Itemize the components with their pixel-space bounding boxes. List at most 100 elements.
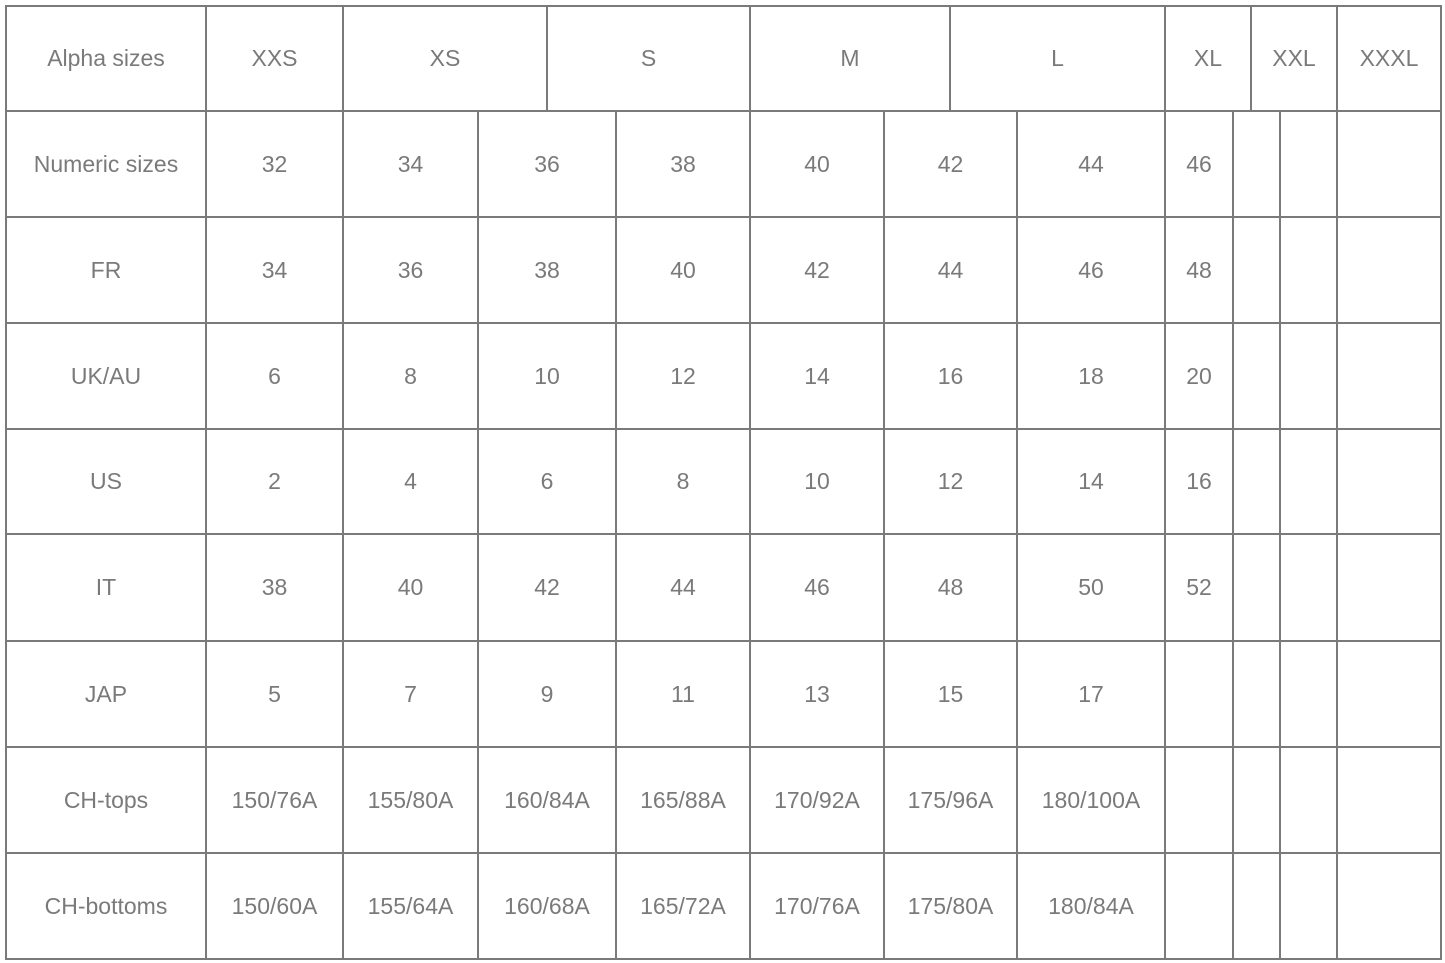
size-value-cell: [1164, 746, 1234, 854]
size-value-cell: 6: [477, 428, 617, 535]
size-value-cell: 155/80A: [342, 746, 479, 854]
size-value-cell: 12: [615, 322, 751, 430]
cell-text: XXL: [1272, 45, 1316, 71]
cell-text: 7: [404, 680, 417, 707]
size-value-cell: [1279, 428, 1338, 535]
cell-text: IT: [95, 574, 117, 600]
size-value-cell: 10: [749, 428, 885, 535]
cell-text: 5: [268, 680, 281, 707]
size-value-cell: 17: [1016, 640, 1166, 748]
size-value-cell: [1279, 322, 1338, 430]
size-value-cell: [1279, 533, 1338, 642]
size-value-cell: [1232, 216, 1281, 324]
cell-text: XS: [429, 45, 461, 71]
cell-text: 12: [670, 362, 696, 389]
size-value-cell: 34: [205, 216, 344, 324]
cell-text: FR: [90, 256, 122, 283]
size-value-cell: 48: [883, 533, 1018, 642]
cell-text: L: [1051, 45, 1064, 71]
size-value-cell: 44: [1016, 110, 1166, 218]
cell-text: XXS: [251, 45, 298, 71]
cell-text: 42: [804, 256, 830, 283]
size-value-cell: 20: [1164, 322, 1234, 430]
size-value-cell: 6: [205, 322, 344, 430]
cell-text: 42: [534, 574, 560, 600]
size-value-cell: 14: [1016, 428, 1166, 535]
cell-text: 46: [1078, 256, 1104, 283]
size-value-cell: 13: [749, 640, 885, 748]
size-value-cell: 5: [205, 640, 344, 748]
header-size-cell: XL: [1164, 5, 1252, 112]
cell-text: Alpha sizes: [47, 45, 165, 71]
cell-text: M: [840, 45, 860, 71]
cell-text: 44: [670, 574, 696, 600]
size-value-cell: 36: [477, 110, 617, 218]
cell-text: 16: [1186, 468, 1212, 494]
cell-text: 8: [676, 468, 690, 494]
size-value-cell: 9: [477, 640, 617, 748]
size-value-cell: [1164, 852, 1234, 960]
size-value-cell: 16: [1164, 428, 1234, 535]
size-value-cell: 40: [342, 533, 479, 642]
cell-text: 32: [261, 150, 288, 177]
cell-text: CH-bottoms: [44, 892, 168, 919]
size-value-cell: 15: [883, 640, 1018, 748]
header-size-cell: XXXL: [1336, 5, 1442, 112]
cell-text: 165/72A: [640, 892, 726, 919]
cell-text: 175/80A: [907, 892, 994, 919]
size-value-cell: [1336, 110, 1442, 218]
size-value-cell: 32: [205, 110, 344, 218]
cell-text: 13: [804, 680, 830, 707]
cell-text: 170/92A: [774, 786, 860, 813]
cell-text: 42: [937, 150, 964, 177]
cell-text: 40: [397, 574, 424, 600]
cell-text: 38: [534, 256, 560, 283]
cell-text: 165/88A: [640, 786, 726, 813]
header-size-cell: XS: [342, 5, 548, 112]
cell-text: 20: [1186, 362, 1212, 389]
header-size-cell: XXS: [205, 5, 344, 112]
size-value-cell: 42: [749, 216, 885, 324]
header-size-cell: L: [949, 5, 1166, 112]
cell-text: 38: [261, 574, 288, 600]
size-value-cell: 165/88A: [615, 746, 751, 854]
cell-text: 14: [1078, 468, 1104, 494]
size-value-cell: 38: [205, 533, 344, 642]
cell-text: 4: [404, 468, 417, 494]
cell-text: 34: [397, 150, 424, 177]
size-value-cell: 165/72A: [615, 852, 751, 960]
size-value-cell: 8: [342, 322, 479, 430]
cell-text: XXXL: [1359, 45, 1419, 71]
cell-text: 6: [540, 468, 554, 494]
cell-text: 155/64A: [367, 892, 454, 919]
size-value-cell: 155/64A: [342, 852, 479, 960]
size-value-cell: [1232, 322, 1281, 430]
size-value-cell: [1336, 533, 1442, 642]
cell-text: 40: [804, 150, 830, 177]
size-value-cell: 40: [615, 216, 751, 324]
size-value-cell: 38: [615, 110, 751, 218]
size-value-cell: 180/84A: [1016, 852, 1166, 960]
size-value-cell: 170/92A: [749, 746, 885, 854]
size-value-cell: [1336, 428, 1442, 535]
size-value-cell: [1336, 746, 1442, 854]
size-value-cell: 150/76A: [205, 746, 344, 854]
cell-text: 8: [404, 362, 417, 389]
size-value-cell: 18: [1016, 322, 1166, 430]
size-value-cell: 46: [1164, 110, 1234, 218]
size-value-cell: [1279, 852, 1338, 960]
size-value-cell: [1336, 216, 1442, 324]
cell-text: 170/76A: [774, 892, 860, 919]
cell-text: 34: [261, 256, 288, 283]
size-value-cell: 40: [749, 110, 885, 218]
size-value-cell: 50: [1016, 533, 1166, 642]
size-value-cell: 48: [1164, 216, 1234, 324]
row-label-cell: CH-tops: [5, 746, 207, 854]
cell-text: 18: [1078, 362, 1104, 389]
cell-text: 14: [804, 362, 830, 389]
size-value-cell: 150/60A: [205, 852, 344, 960]
size-value-cell: 36: [342, 216, 479, 324]
size-value-cell: 160/68A: [477, 852, 617, 960]
cell-text: 48: [1186, 256, 1212, 283]
